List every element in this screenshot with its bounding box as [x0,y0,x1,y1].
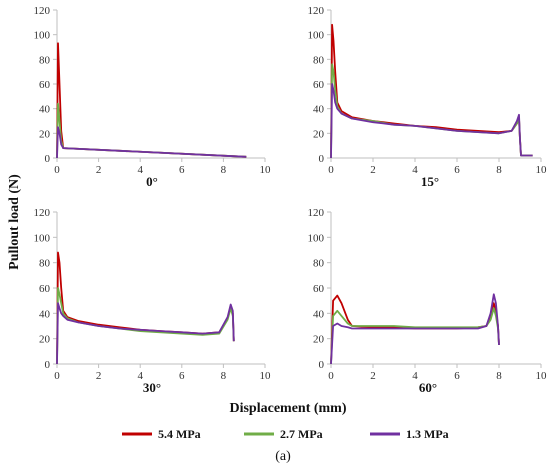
x-tick-label: 6 [454,370,460,382]
y-tick-label: 80 [39,54,51,66]
y-tick-label: 100 [34,30,51,42]
legend-label: 2.7 MPa [280,427,323,441]
y-tick-label: 100 [308,30,325,42]
y-tick-label: 120 [308,5,325,17]
angle-label: 30° [143,380,161,395]
x-tick-label: 4 [412,164,418,176]
x-tick-label: 8 [496,370,502,382]
y-tick-label: 60 [313,79,325,91]
x-tick-label: 2 [96,164,102,176]
series-line-5-4-mpa [330,294,500,365]
x-tick-label: 4 [137,370,143,382]
angle-label: 0° [146,174,158,189]
y-tick-label: 40 [39,308,51,320]
x-tick-label: 10 [260,370,272,382]
x-tick-label: 6 [179,164,185,176]
series-line-5-4-mpa [56,251,235,365]
y-tick-label: 60 [313,283,325,295]
x-tick-label: 8 [496,164,502,176]
series-line-5-4-mpa [330,23,533,159]
y-tick-label: 20 [39,128,51,140]
series-line-2-7-mpa [330,63,533,159]
y-tick-label: 120 [34,207,51,219]
panel-60deg: 0 20 40 60 80 100 120 0 2 4 6 8 10 60° [308,207,548,395]
angle-label: 60° [419,380,437,395]
x-tick-label: 10 [536,164,548,176]
y-tick-label: 120 [308,207,325,219]
y-tick-label: 0 [319,359,325,371]
series-line-1-3-mpa [330,293,500,365]
panel-15deg: 0 20 40 60 80 100 120 0 2 4 6 8 10 15° [308,5,548,189]
legend-label: 5.4 MPa [158,427,201,441]
x-tick-label: 2 [96,370,102,382]
y-tick-label: 80 [313,258,325,270]
panel-0deg: 0 20 40 60 80 100 120 0 2 4 6 8 10 0° [34,5,272,189]
legend-label: 1.3 MPa [406,427,449,441]
legend-item: 1.3 MPa [370,427,449,441]
x-tick-label: 4 [412,370,418,382]
y-tick-label: 100 [34,232,51,244]
x-tick-label: 10 [536,370,548,382]
x-tick-label: 6 [179,370,185,382]
y-tick-label: 80 [39,258,51,270]
series-line-5-4-mpa [56,42,247,159]
legend-item: 5.4 MPa [122,427,201,441]
legend-item: 2.7 MPa [244,427,323,441]
series-line-1-3-mpa [330,83,533,159]
y-tick-label: 0 [319,153,325,165]
y-tick-label: 40 [313,104,325,116]
x-tick-label: 6 [454,164,460,176]
x-tick-label: 0 [54,164,60,176]
y-tick-label: 20 [313,334,325,346]
x-tick-label: 8 [221,370,227,382]
x-axis-label: Displacement (mm) [229,401,346,416]
y-axis-label: Pullout load (N) [7,174,22,270]
y-tick-label: 0 [45,359,51,371]
y-tick-label: 40 [313,308,325,320]
x-tick-label: 0 [328,164,334,176]
x-tick-label: 2 [370,370,376,382]
series-line-1-3-mpa [56,302,235,365]
series-line-1-3-mpa [56,126,247,159]
figure-caption: (a) [275,449,291,464]
y-tick-label: 80 [313,54,325,66]
series-line-2-7-mpa [330,307,500,365]
x-tick-label: 0 [328,370,334,382]
y-tick-label: 100 [308,232,325,244]
x-tick-label: 0 [54,370,60,382]
y-tick-label: 120 [34,5,51,17]
y-tick-label: 60 [39,79,51,91]
y-tick-label: 20 [313,128,325,140]
x-tick-label: 4 [137,164,143,176]
x-tick-label: 8 [221,164,227,176]
y-tick-label: 0 [45,153,51,165]
series-line-2-7-mpa [56,287,235,365]
y-tick-label: 60 [39,283,51,295]
angle-label: 15° [421,174,439,189]
x-tick-label: 2 [370,164,376,176]
x-tick-label: 10 [260,164,272,176]
panel-30deg: 0 20 40 60 80 100 120 0 2 4 6 8 10 30° [34,207,272,395]
y-tick-label: 40 [39,104,51,116]
legend: 5.4 MPa 2.7 MPa 1.3 MPa [122,427,449,441]
y-tick-label: 20 [39,334,51,346]
